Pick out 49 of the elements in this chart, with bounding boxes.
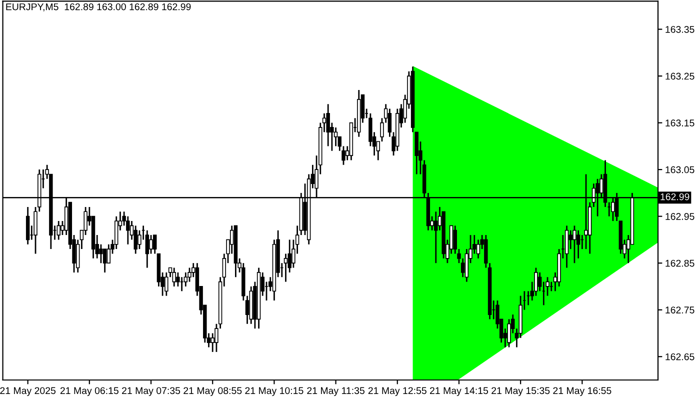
chart-title: EURJPY,M5 162.89 163.00 162.89 162.99 (6, 3, 191, 12)
x-tick-label: 21 May 15:35 (492, 387, 550, 396)
x-tick-label: 21 May 12:55 (368, 387, 426, 396)
candlestick (434, 210, 438, 264)
candlestick (326, 103, 330, 147)
x-tick-label: 21 May 08:55 (184, 387, 242, 396)
candlestick (106, 244, 111, 264)
candlestick (576, 230, 580, 260)
candlestick (572, 224, 576, 264)
x-tick-label: 21 May 10:15 (245, 387, 304, 396)
candlestick (568, 230, 572, 250)
y-tick-label: 163.35 (666, 26, 694, 33)
candlestick (534, 267, 538, 297)
candlestick (152, 234, 157, 254)
candlestick (172, 267, 176, 288)
candlestick (176, 272, 180, 288)
y-tick-label: 162.75 (666, 306, 694, 314)
x-tick-label: 21 May 16:55 (553, 387, 612, 396)
candlestick (145, 230, 150, 268)
candlestick (56, 220, 60, 240)
candlestick (184, 272, 188, 288)
candlestick (149, 234, 153, 254)
candlestick (84, 206, 88, 236)
candlestick (126, 216, 130, 246)
y-tick-label: 162.85 (666, 260, 694, 267)
y-tick-label: 163.05 (666, 166, 694, 174)
x-tick-label: 21 May 07:35 (122, 387, 180, 396)
candlestick (114, 216, 118, 250)
x-tick-label: 21 May 06:15 (60, 387, 118, 396)
candlestick (507, 318, 511, 348)
candlestick (564, 224, 569, 268)
candlestick (102, 248, 107, 274)
candlestick (99, 244, 103, 264)
y-tick-label: 162.95 (666, 213, 694, 220)
ref-line-label: 162.99 (660, 193, 690, 200)
candlestick (188, 267, 192, 282)
candlestick (26, 206, 30, 246)
candlestick (138, 230, 142, 250)
y-tick-label: 163.25 (666, 72, 694, 80)
x-tick-label: 21 May 14:15 (430, 387, 488, 396)
candlestick (334, 126, 338, 147)
x-tick-label: 21 May 2025 (0, 387, 56, 396)
candlestick (476, 239, 480, 260)
candlestick (284, 253, 288, 282)
y-tick-label: 162.65 (666, 353, 694, 360)
candlestick (164, 272, 168, 297)
candlestick (134, 224, 138, 254)
y-tick-label: 163.15 (666, 120, 694, 126)
x-tick-label: 21 May 11:35 (307, 387, 364, 396)
